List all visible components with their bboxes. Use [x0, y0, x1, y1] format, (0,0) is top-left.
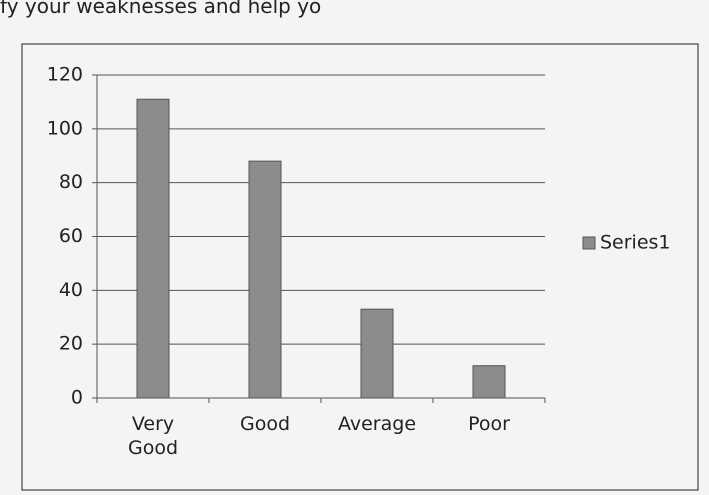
header-text: fy your weaknesses and help yo [0, 0, 322, 18]
x-tick-label: Good [239, 413, 291, 435]
legend-swatch [582, 236, 596, 250]
y-tick-label: 20 [59, 333, 83, 355]
chart-border [21, 43, 699, 491]
bar [248, 160, 282, 399]
y-tick-label: 40 [59, 279, 83, 301]
x-tick-label: Very Good [127, 413, 179, 459]
y-tick-label: 100 [47, 117, 83, 139]
y-tick-label: 0 [71, 387, 83, 409]
bar [360, 308, 394, 399]
bar [136, 98, 170, 399]
legend-label: Series1 [600, 232, 671, 254]
x-tick-label: Average [337, 413, 417, 435]
y-tick-label: 120 [47, 64, 83, 86]
x-tick-label: Poor [468, 413, 510, 435]
y-tick-label: 60 [59, 225, 83, 247]
bar [472, 365, 506, 399]
y-tick-label: 80 [59, 171, 83, 193]
